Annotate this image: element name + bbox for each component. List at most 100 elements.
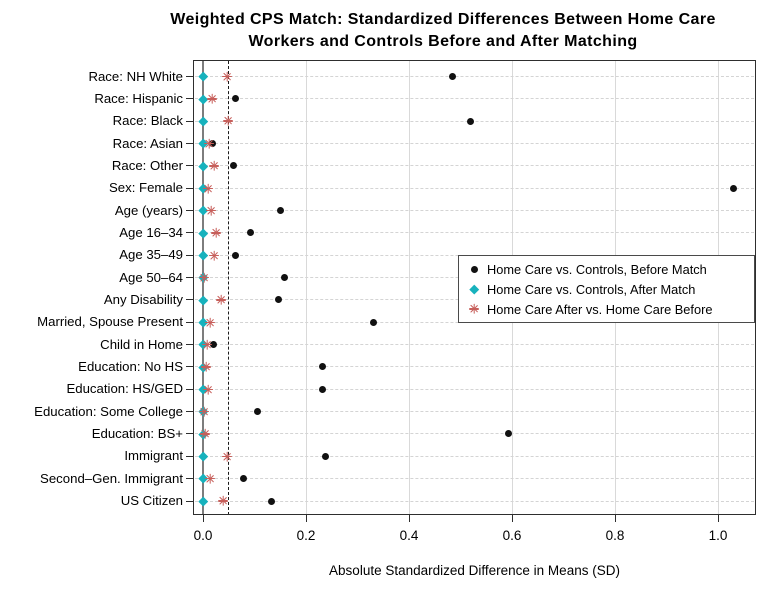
chart-title-line2: Workers and Controls Before and After Ma… [248, 33, 638, 50]
filled-circle-icon [468, 263, 480, 275]
point-before-match [267, 497, 275, 505]
point-hc-after-vs-before [199, 272, 210, 283]
grid-line-horizontal [195, 455, 754, 457]
grid-line-horizontal [195, 388, 754, 390]
y-axis-tick [186, 98, 193, 100]
grid-line-horizontal [195, 76, 754, 77]
point-before-match [247, 229, 255, 237]
y-axis-tick [186, 500, 193, 502]
point-before-match [318, 363, 326, 371]
y-axis-label: Age 35–49 [119, 247, 183, 263]
legend-item-before-match: Home Care vs. Controls, Before Match [468, 259, 754, 279]
y-axis-tick [186, 76, 193, 77]
asterisk-icon [468, 303, 480, 315]
y-axis-label: US Citizen [120, 493, 183, 508]
x-axis-tick-label: 1.0 [708, 528, 728, 543]
point-hc-after-vs-before [208, 160, 219, 171]
y-axis-tick [186, 277, 193, 279]
point-before-match [239, 475, 247, 483]
y-axis-tick [186, 455, 193, 457]
x-axis-tick [202, 515, 204, 522]
point-before-match [505, 430, 513, 438]
x-axis-tick [511, 515, 513, 522]
grid-line-horizontal [195, 98, 754, 100]
x-axis-tick-label: 0.4 [399, 528, 419, 543]
point-before-match [229, 162, 237, 170]
point-before-match [274, 296, 282, 304]
grid-line-horizontal [195, 120, 754, 122]
legend-item-hc-after-vs-before: Home Care After vs. Home Care Before [468, 299, 754, 319]
grid-line-horizontal [195, 232, 754, 234]
y-axis-tick [186, 478, 193, 480]
point-hc-after-vs-before [202, 339, 213, 350]
legend-label-after-match: Home Care vs. Controls, After Match [487, 281, 696, 297]
y-axis-label: Age (years) [114, 202, 183, 218]
y-axis-label: Child in Home [100, 336, 183, 352]
plot-border [193, 60, 756, 515]
y-axis-tick [186, 232, 193, 234]
legend: Home Care vs. Controls, Before Match Hom… [458, 255, 755, 323]
x-axis-tick-label: 0.6 [502, 528, 522, 543]
grid-line-horizontal [195, 143, 754, 145]
point-hc-after-vs-before [205, 473, 216, 484]
point-hc-after-vs-before [209, 250, 220, 261]
point-before-match [370, 318, 378, 326]
x-axis-tick [408, 515, 410, 522]
point-before-match [321, 452, 329, 460]
diamond-glyph [469, 284, 479, 294]
y-axis-tick [186, 187, 193, 189]
point-hc-after-vs-before [218, 495, 229, 506]
point-before-match [254, 408, 262, 416]
y-axis-label: Race: Asian [112, 135, 183, 151]
point-before-match [231, 251, 239, 259]
point-before-match [467, 117, 475, 125]
y-axis-label: Education: HS/GED [66, 381, 183, 397]
x-axis-tick [717, 515, 719, 522]
legend-label-before-match: Home Care vs. Controls, Before Match [487, 261, 707, 277]
point-hc-after-vs-before [222, 451, 233, 462]
y-axis-label: Race: Hispanic [94, 90, 183, 106]
grid-line-horizontal [195, 500, 754, 502]
y-axis-label: Second–Gen. Immigrant [40, 470, 183, 486]
x-axis-tick-label: 0.8 [605, 528, 625, 543]
y-axis-label: Married, Spouse Present [37, 314, 183, 330]
circle-glyph [470, 265, 478, 273]
y-axis-label: Race: NH White [88, 68, 183, 84]
y-axis-tick [186, 366, 193, 368]
point-hc-after-vs-before [205, 317, 216, 328]
x-axis-tick-label: 0.2 [296, 528, 316, 543]
x-axis-tick [305, 515, 307, 522]
y-axis-label: Sex: Female [108, 180, 183, 196]
grid-line-vertical [305, 60, 307, 515]
point-hc-after-vs-before [201, 361, 212, 372]
y-axis-tick [186, 433, 193, 435]
chart-title: Weighted CPS Match: Standardized Differe… [115, 9, 761, 53]
point-before-match [730, 184, 738, 192]
point-before-match [280, 274, 288, 282]
point-hc-after-vs-before [210, 227, 221, 238]
chart-title-line1: Weighted CPS Match: Standardized Differe… [170, 11, 716, 28]
y-axis-tick [186, 321, 193, 323]
y-axis-tick [186, 210, 193, 212]
grid-line-horizontal [195, 478, 754, 480]
grid-line-vertical [408, 60, 410, 515]
point-before-match [209, 341, 217, 349]
y-axis-label: Race: Other [111, 157, 183, 173]
grid-line-horizontal [195, 411, 754, 413]
point-hc-after-vs-before [207, 93, 218, 104]
point-before-match [277, 207, 285, 215]
threshold-dashed-line [228, 60, 229, 515]
grid-line-horizontal [195, 366, 754, 368]
y-axis-tick [186, 254, 193, 256]
y-axis-label: Education: BS+ [91, 425, 183, 441]
grid-line-horizontal [195, 433, 754, 435]
point-before-match [449, 73, 457, 80]
grid-line-horizontal [195, 210, 754, 212]
y-axis-label: Race: Black [112, 113, 183, 129]
x-axis-tick-label: 0.0 [193, 528, 213, 543]
y-axis-tick [186, 411, 193, 413]
point-hc-after-vs-before [203, 183, 214, 194]
point-hc-after-vs-before [206, 205, 217, 216]
x-axis-title: Absolute Standardized Difference in Mean… [329, 563, 620, 578]
y-axis-tick [186, 165, 193, 167]
